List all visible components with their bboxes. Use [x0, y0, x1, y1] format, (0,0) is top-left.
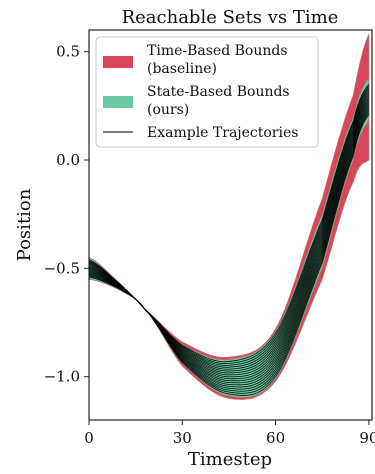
x-tick-label: 90	[359, 429, 375, 447]
y-tick-label: −1.0	[44, 368, 80, 386]
legend: Time-Based Bounds (baseline) State-Based…	[95, 36, 319, 148]
x-axis-ticks: 0 30 60 90	[84, 420, 375, 447]
legend-swatch-state-based	[103, 96, 133, 108]
y-tick-label: 0.0	[56, 151, 80, 169]
x-tick-label: 0	[84, 429, 94, 447]
legend-label-trajectories: Example Trajectories	[147, 125, 298, 141]
y-axis-title: Position	[14, 188, 35, 261]
x-axis-title: Timestep	[188, 449, 272, 470]
legend-swatch-time-based	[103, 56, 133, 68]
x-tick-label: 60	[266, 429, 285, 447]
legend-label-time-based: Time-Based Bounds (baseline)	[147, 43, 292, 77]
y-axis-ticks: 0.5 0.0 −0.5 −1.0	[44, 43, 89, 386]
plot-frame	[88, 29, 373, 421]
chart-title: Reachable Sets vs Time	[122, 7, 339, 28]
trajectory-layer	[89, 83, 370, 396]
plot-area	[89, 34, 370, 400]
trajectory-line	[89, 83, 370, 363]
x-tick-label: 30	[173, 429, 192, 447]
y-tick-label: 0.5	[56, 43, 80, 61]
y-tick-label: −0.5	[44, 259, 80, 277]
legend-box	[95, 36, 319, 148]
legend-label-state-based: State-Based Bounds (ours)	[147, 84, 294, 118]
